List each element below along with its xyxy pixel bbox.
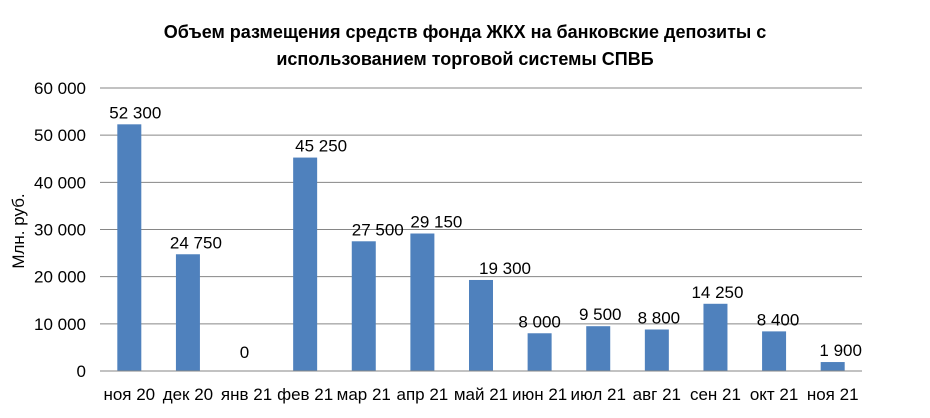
data-label: 8 400 <box>757 310 800 329</box>
data-label: 29 150 <box>410 213 462 232</box>
x-tick-label: авг 21 <box>633 385 681 404</box>
bar-июн-21 <box>527 333 552 371</box>
data-label: 8 000 <box>518 312 561 331</box>
data-label: 0 <box>240 343 249 362</box>
y-axis-ticks: 0 10 000 20 000 30 000 40 000 50 000 60 000 <box>34 79 86 381</box>
bar-фев-21 <box>293 157 318 371</box>
y-tick-label: 20 000 <box>34 268 86 287</box>
data-label: 24 750 <box>170 233 222 252</box>
x-tick-label: дек 20 <box>163 385 213 404</box>
data-label: 19 300 <box>479 259 531 278</box>
bar-дек-20 <box>175 254 200 371</box>
data-label: 14 250 <box>691 283 743 302</box>
data-label: 8 800 <box>638 308 681 327</box>
x-tick-label: сен 21 <box>690 385 741 404</box>
data-label: 45 250 <box>295 137 347 156</box>
y-axis-label: Млн. руб. <box>9 193 28 268</box>
bar-авг-21 <box>644 329 669 371</box>
bar-июл-21 <box>586 326 611 371</box>
data-label: 27 500 <box>352 220 404 239</box>
x-tick-label: апр 21 <box>397 385 449 404</box>
x-tick-label: июн 21 <box>512 385 567 404</box>
x-tick-label: мар 21 <box>337 385 391 404</box>
bar-сен-21 <box>703 303 728 371</box>
y-tick-label: 50 000 <box>34 126 86 145</box>
x-tick-label: июл 21 <box>571 385 626 404</box>
x-tick-label: окт 21 <box>750 385 799 404</box>
bar-апр-21 <box>410 233 435 371</box>
bar-окт-21 <box>762 331 787 371</box>
x-tick-label: май 21 <box>454 385 508 404</box>
data-label: 1 900 <box>819 341 862 360</box>
chart-title: Объем размещения средств фонда ЖКХ на ба… <box>164 22 767 69</box>
gridlines <box>100 87 862 325</box>
x-tick-label: янв 21 <box>221 385 272 404</box>
y-tick-label: 60 000 <box>34 79 86 98</box>
y-tick-label: 0 <box>77 362 86 381</box>
data-label: 9 500 <box>579 305 622 324</box>
chart-title-line-2: использованием торговой системы СПВБ <box>276 49 653 69</box>
bar-ноя-21 <box>820 362 845 371</box>
x-tick-label: фев 21 <box>277 385 333 404</box>
bar-май-21 <box>469 279 493 371</box>
data-label: 52 300 <box>109 103 161 122</box>
chart-title-line-1: Объем размещения средств фонда ЖКХ на ба… <box>164 22 767 42</box>
data-labels: 52 300 24 750 0 45 250 27 500 29 150 19 300 8 0… <box>109 103 862 362</box>
x-tick-label: ноя 20 <box>103 385 155 404</box>
bar-мар-21 <box>351 241 376 371</box>
y-tick-label: 40 000 <box>34 173 86 192</box>
y-tick-label: 30 000 <box>34 221 86 240</box>
y-tick-label: 10 000 <box>34 315 86 334</box>
x-axis-ticks: ноя 20 дек 20 янв 21 фев 21 мар 21 апр 21 май … <box>103 385 858 404</box>
x-tick-label: ноя 21 <box>807 385 859 404</box>
bar-ноя-20 <box>117 124 142 372</box>
bars <box>117 124 845 372</box>
